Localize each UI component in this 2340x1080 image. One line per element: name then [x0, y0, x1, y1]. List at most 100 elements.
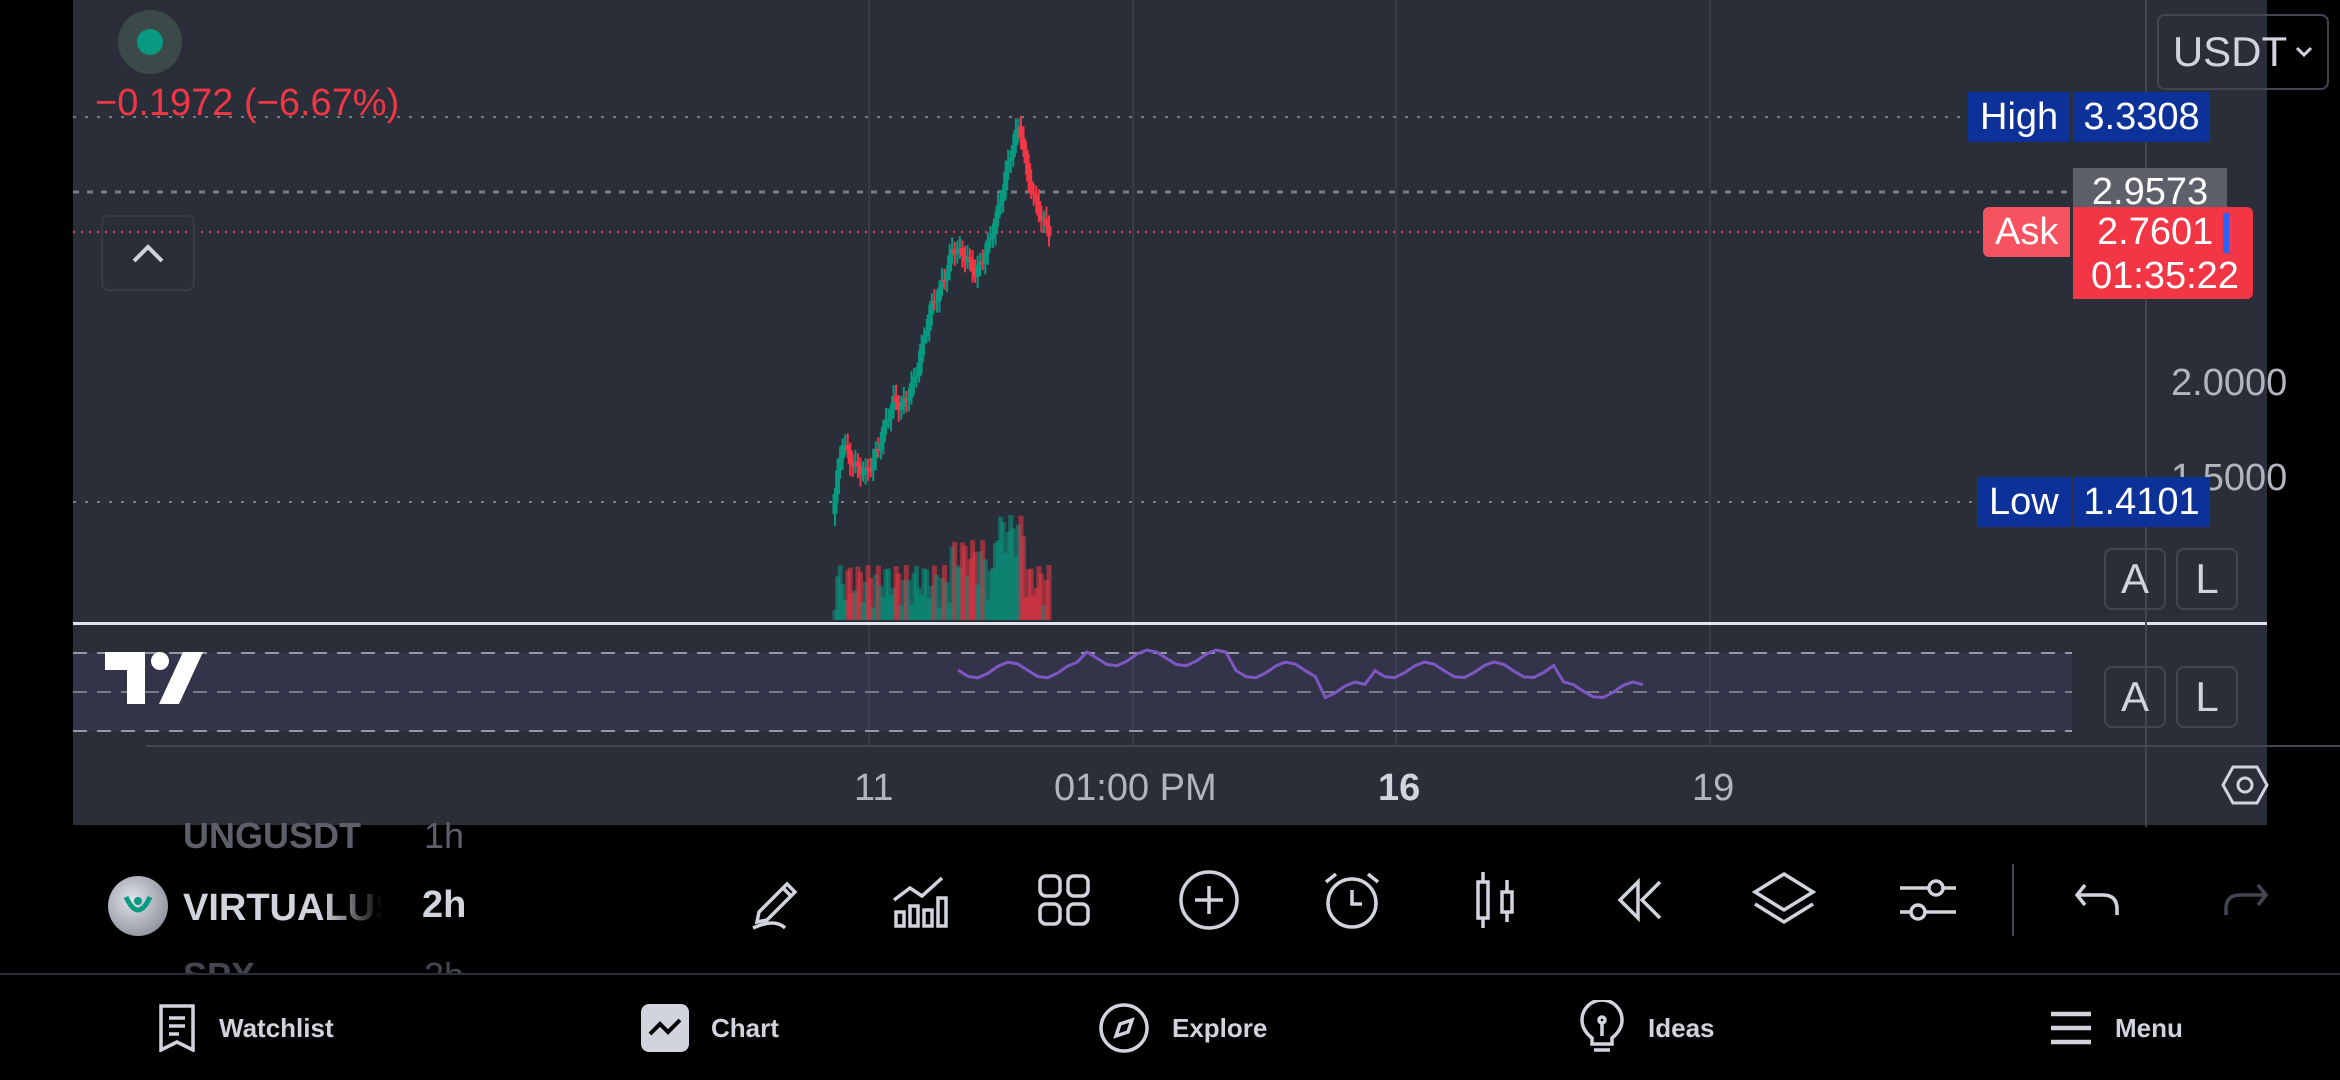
currency-selector[interactable]: USDT: [2157, 14, 2329, 90]
volume-bar: [959, 542, 965, 620]
candle-body: [926, 314, 932, 331]
candle-body: [970, 259, 976, 272]
candle-body: [903, 398, 909, 401]
volume-bar: [835, 576, 841, 620]
nav-explore[interactable]: Explore: [1098, 1000, 1267, 1056]
candle-body: [942, 279, 948, 282]
volume-bar: [914, 566, 920, 620]
layers-button[interactable]: [1749, 865, 1819, 935]
collapse-legend-button[interactable]: [101, 215, 195, 291]
volume-bar: [924, 569, 930, 620]
symbol-list-item-prev[interactable]: UNGUSDT: [183, 815, 361, 856]
price-tick-label: 2.0000: [2171, 362, 2288, 404]
alert-button[interactable]: [1317, 865, 1387, 935]
candle-body: [964, 257, 970, 262]
drawing-tool-button[interactable]: [742, 865, 812, 935]
candle-body: [847, 450, 853, 465]
volume-bar: [964, 575, 970, 620]
currency-label: USDT: [2172, 28, 2288, 75]
candle-body: [987, 238, 993, 241]
time-label: 11: [854, 767, 894, 809]
candle-body: [947, 255, 953, 272]
interval-next[interactable]: 2h: [424, 955, 464, 973]
current-interval[interactable]: 2h: [422, 884, 467, 926]
volume-bar: [903, 565, 909, 620]
symbol-list-item-next[interactable]: SPX: [183, 955, 255, 973]
candle-body: [891, 396, 897, 410]
volume-bar: [998, 516, 1004, 620]
time-label: 19: [1692, 767, 1735, 809]
layouts-button[interactable]: [1029, 865, 1099, 935]
status-dot: [137, 29, 163, 55]
volume-bar: [954, 565, 960, 620]
price-change-label: −0.1972 (−6.67%): [95, 82, 400, 124]
auto-scale-button[interactable]: A: [2104, 548, 2166, 610]
interval-prev[interactable]: 1h: [424, 815, 465, 856]
settings-button[interactable]: [1893, 865, 1963, 935]
current-symbol-wrap[interactable]: VIRTUALUSDT: [183, 880, 383, 936]
volume-bar: [1036, 566, 1042, 620]
scale-settings-corner[interactable]: [2145, 745, 2340, 827]
candle-body: [865, 467, 871, 470]
candle-body: [967, 257, 973, 260]
candle-body: [898, 406, 904, 410]
chart-pane[interactable]: −0.1972 (−6.67%) USDT 1.5000 2.0000 High…: [73, 0, 2340, 827]
volume-bar: [916, 588, 922, 620]
volume-bar: [888, 595, 894, 620]
candle-body: [837, 457, 843, 471]
log-scale-button-osc[interactable]: L: [2176, 666, 2238, 728]
nav-menu[interactable]: Menu: [2049, 1000, 2183, 1056]
time-scale[interactable]: [146, 745, 2340, 827]
volume-bar: [873, 574, 879, 620]
candle-body: [860, 473, 866, 476]
undo-button[interactable]: [2063, 865, 2133, 935]
candle-body: [1033, 194, 1039, 202]
candle-body: [952, 248, 958, 254]
chart-icon: [641, 1004, 689, 1052]
replay-button[interactable]: [1605, 865, 1675, 935]
volume-bar: [929, 585, 935, 620]
auto-scale-button-osc[interactable]: A: [2104, 666, 2166, 728]
nav-ideas[interactable]: Ideas: [1578, 1000, 1715, 1056]
candle-body: [852, 461, 858, 467]
volume-bar: [857, 571, 863, 620]
volume-bar: [962, 545, 968, 620]
bar-countdown: 01:35:22: [2091, 255, 2239, 297]
volume-bar: [908, 604, 914, 620]
candle-body: [901, 398, 907, 407]
toolbar-divider: [2012, 864, 2014, 936]
market-status-indicator[interactable]: [118, 10, 182, 74]
volume-bar: [1013, 557, 1019, 620]
indicators-button[interactable]: [885, 865, 955, 935]
volume-bar: [878, 586, 884, 620]
settings-hexagon-icon[interactable]: [2221, 763, 2269, 807]
volume-bar: [919, 595, 925, 620]
candle-body: [857, 466, 863, 476]
layouts-grid-icon: [1038, 874, 1090, 926]
chart-type-button[interactable]: [1461, 865, 1531, 935]
tradingview-logo: [105, 652, 203, 704]
current-symbol[interactable]: VIRTUALUSDT: [183, 887, 383, 929]
redo-button[interactable]: [2210, 865, 2280, 935]
volume-bar: [985, 599, 991, 620]
volume-bar: [921, 568, 927, 620]
volume-bar: [855, 566, 861, 620]
log-scale-button[interactable]: L: [2176, 548, 2238, 610]
add-button[interactable]: [1174, 865, 1244, 935]
undo-icon: [2074, 883, 2119, 915]
chart-canvas[interactable]: [73, 0, 2267, 825]
volume-bar: [967, 558, 973, 620]
candle-body: [954, 251, 960, 254]
nav-chart[interactable]: Chart: [641, 1000, 779, 1056]
sliders-icon: [1900, 879, 1956, 921]
nav-watchlist[interactable]: Watchlist: [157, 1000, 334, 1056]
layers-icon: [1751, 871, 1817, 925]
candle-body: [975, 264, 981, 277]
candle-body: [1038, 215, 1044, 222]
candle-body: [1013, 130, 1019, 146]
volume-bar: [1033, 587, 1039, 620]
candles-group: [832, 115, 1052, 527]
candle-body: [883, 419, 889, 427]
volume-bar: [980, 540, 986, 620]
volume-bar: [1010, 528, 1016, 620]
